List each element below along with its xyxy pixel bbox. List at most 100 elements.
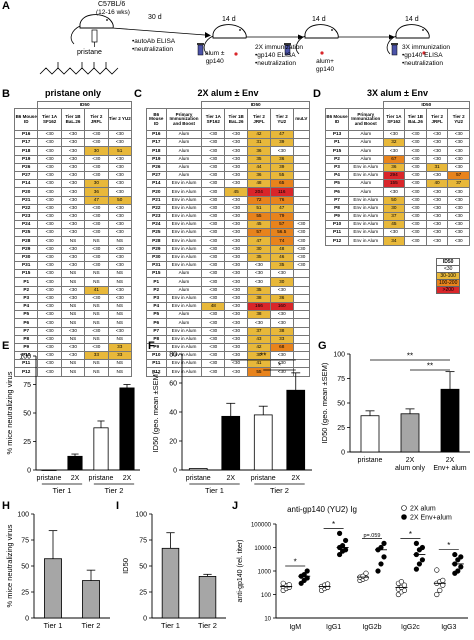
table-cell-id50: <30 [201,367,226,377]
table-row: P22 Env in Alum <30 <30 51 47 [146,203,311,213]
table-header-virus: Tier 2 JRFL [425,108,449,131]
y-tick-label: 100 [261,593,272,599]
table-cell-id50: 67 [382,154,406,164]
table-cell-immunization: Env in Alum [348,236,384,246]
table-cell-id50: 51 [247,203,271,213]
table-cell-id50: <30 [37,318,62,328]
panel-a-timeline [39,14,430,75]
table-cell-id50: <30 [292,244,311,254]
table-cell-mouse-id: P10 [324,220,350,230]
table-cell-id50: NS [84,277,109,287]
table-cell-id50: 37 [382,211,406,222]
table-header-blank [325,101,384,109]
table-cell-id50: <30 [425,220,449,230]
y-tick-label: 25 [337,425,345,432]
table-cell-id50: NS [107,269,133,279]
legend-entry: 100-200 [435,279,461,287]
table-row: P9 Env in Alum 37 <30 <30 <30 [324,211,470,222]
table-row: P16 Alum <30 <30 42 47 [146,129,311,140]
data-point [304,568,310,574]
table-cell-id50: 35 [269,260,294,271]
table-cell-mouse-id: P6 [324,187,350,197]
table-cell-id50: <30 [107,129,133,140]
table-cell-id50: <30 [224,269,249,279]
table-cell-id50: <30 [292,236,311,246]
table-row: P27 <30 <30 <30 <30 [13,170,133,181]
table-cell-mouse-id: P21 [13,195,39,205]
table-cell-id50: <30 [84,211,109,222]
table-cell-id50: 46 [269,252,294,263]
pristane-id50-table: ID50 B6 Mouse ID Tier 1A SF162 Tier 1B BaL.… [13,101,133,377]
table-cell-id50: <30 [37,179,62,189]
panel-a-label: A [2,0,10,12]
table-row: P28 <30 NS NS NS [13,236,133,246]
table-cell-mouse-id: P3 [146,293,167,303]
table-cell-id50: <30 [425,211,449,222]
table-cell-id50: <30 [37,203,62,213]
table-cell-id50: <30 [224,277,249,287]
table-cell-id50 [292,203,311,213]
data-point [280,580,286,586]
table-cell-id50: <30 [224,162,249,172]
table-cell-id50: <30 [447,187,470,197]
blood-drop-icon [422,51,426,55]
legend-marker [401,505,407,511]
table-cell-id50: 36 [382,162,406,172]
table-cell-id50 [292,187,311,197]
table-cell-id50: <30 [201,138,226,148]
bar [440,388,460,453]
syringe-icon [391,43,398,56]
table-cell-id50 [292,285,311,295]
panel-b-label: B [2,88,10,100]
table-cell-id50: <30 [224,146,249,156]
interval-label: 14 d [222,16,236,23]
table-cell-id50: <30 [382,129,406,140]
panel-g-label: G [318,340,327,352]
table-cell-immunization: Env in Alum [165,301,203,312]
table-row: P5 Alum <30 <30 38 <30 [146,310,311,320]
bar [253,414,273,471]
table-cell-id50: <30 [60,162,86,172]
table-header-mouse-id: B6 Mouse ID [324,108,350,131]
table-cell-id50 [292,129,311,140]
table-cell-id50: 45 [382,220,406,230]
table-cell-id50: <30 [60,203,86,213]
data-point [419,544,425,551]
table-cell-id50: <30 [37,301,62,312]
table-cell-immunization: Env in Alum [165,228,203,238]
table-cell-id50: 38 [269,326,294,336]
table-row: P4 Env in Alum 48 <30 166 160 [146,301,311,312]
table-row: P6 Alum <30 <30 <30 <30 [146,318,311,328]
table-cell-id50: <30 [37,285,62,295]
table-cell-id50: <30 [107,326,133,336]
table-cell-id50: <30 [201,310,226,320]
x-tick-label: Tier 1 [44,621,63,630]
y-tick-label: 50 [23,411,31,418]
x-tick-label: 2X alum only [395,457,425,472]
table-cell-id50: 47 [269,203,294,213]
table-row: P29 <30 <30 <30 <30 [13,244,133,254]
table-cell-id50: 31 [425,162,449,172]
table-cell-id50: <30 [60,187,86,197]
table-cell-mouse-id: P22 [13,203,39,213]
table-cell-id50: 37 [247,326,271,336]
data-point [458,564,464,570]
table-cell-immunization: Alum [165,310,203,320]
table-cell-mouse-id: P15 [324,146,350,156]
table-cell-id50 [292,326,311,336]
table-cell-id50: <30 [84,129,109,140]
table-row: P30 <30 <30 <30 <30 [13,252,133,263]
table-cell-immunization: Env in Alum [165,326,203,336]
assays-2: 2X immunization •gp140 ELISA •neutralizati… [255,44,304,67]
table-cell-id50: <30 [404,170,427,181]
table-cell-id50: 57 [269,220,294,230]
table-cell-id50: <30 [425,228,449,238]
table-header-virus: Tier 1A SF162 [201,108,226,131]
bar [188,468,208,471]
table-cell-id50: 39 [269,138,294,148]
data-point [437,587,443,593]
table-row: P16 <30 <30 <30 <30 [13,129,133,140]
table-cell-id50: <30 [107,138,133,148]
table-cell-mouse-id: P17 [13,138,39,148]
table-cell-id50: <30 [37,154,62,164]
